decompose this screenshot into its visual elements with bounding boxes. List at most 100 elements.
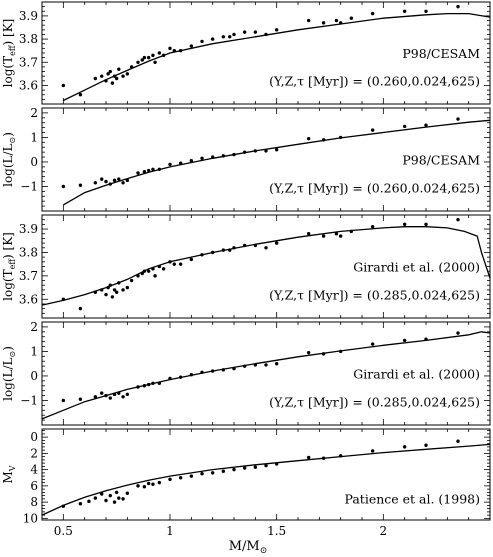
x-tick-label: 1.5 [267, 524, 286, 538]
data-point [121, 74, 125, 78]
data-point [125, 392, 130, 397]
y-tick-label: 1 [30, 130, 38, 144]
y-tick-label: 3.8 [19, 245, 38, 259]
data-point [136, 484, 140, 488]
data-point [424, 9, 428, 13]
data-point [112, 288, 117, 292]
data-point [253, 363, 258, 367]
x-tick-label: 1 [166, 524, 174, 538]
data-point [338, 454, 343, 458]
data-point [114, 490, 119, 495]
data-point [264, 32, 268, 37]
y-axis-label: log(L/L⊙) [1, 346, 17, 401]
data-point [424, 123, 428, 127]
data-point [210, 37, 215, 41]
data-point [104, 393, 108, 398]
data-point [157, 381, 162, 386]
data-point [306, 136, 311, 141]
data-point [221, 35, 226, 39]
y-tick-label: 10 [23, 511, 38, 525]
data-point [117, 67, 121, 71]
data-point [338, 349, 343, 354]
data-point [200, 253, 204, 257]
data-point [108, 283, 112, 287]
data-point [210, 471, 215, 475]
data-point [232, 467, 236, 472]
data-point [228, 35, 232, 39]
data-point [146, 55, 151, 60]
data-point [110, 295, 115, 299]
data-point [114, 290, 119, 294]
data-point [189, 373, 194, 377]
data-point [104, 79, 108, 83]
data-point [370, 128, 375, 132]
y-tick-label: 3.6 [19, 292, 38, 306]
y-axis-label-sub: ⊙ [8, 351, 17, 358]
data-point [121, 288, 125, 292]
data-point [108, 182, 112, 186]
data-point [189, 257, 194, 262]
y-axis-label-sub: eff [8, 258, 17, 270]
data-point [129, 278, 134, 283]
data-point [456, 117, 460, 121]
data-point [125, 285, 130, 290]
data-point [306, 18, 311, 23]
data-point [242, 364, 247, 368]
data-point [146, 168, 151, 173]
data-point [349, 16, 354, 20]
data-point [232, 246, 236, 250]
data-point [146, 481, 151, 486]
y-axis-label-sub: eff [8, 44, 17, 56]
data-point [121, 395, 125, 399]
data-point [424, 443, 428, 447]
data-point [78, 397, 83, 401]
data-point [87, 499, 91, 504]
model-annotation-name: Patience et al. (1998) [345, 492, 481, 507]
data-point [151, 267, 155, 271]
y-axis-label-sub: V [8, 465, 17, 472]
data-point [178, 375, 183, 379]
data-point [112, 392, 117, 397]
data-point [121, 181, 125, 185]
data-point [161, 53, 166, 58]
y-axis-label: MV [1, 465, 17, 483]
data-point [168, 162, 172, 167]
data-point [200, 156, 204, 160]
y-axis-label-tail: ) [K] [1, 19, 15, 46]
data-point [321, 234, 326, 238]
data-point [146, 382, 151, 387]
data-point [61, 83, 66, 88]
data-point [402, 124, 407, 129]
data-point [242, 150, 247, 154]
data-point [221, 154, 226, 158]
data-point [136, 274, 140, 278]
data-point [349, 229, 354, 234]
data-point [151, 381, 155, 386]
y-tick-label: −1 [20, 393, 38, 407]
data-point [78, 502, 83, 506]
y-axis-label-sub: ⊙ [8, 137, 17, 144]
y-axis-label-tail: ) [K] [1, 232, 15, 259]
data-point [264, 363, 268, 367]
data-point [242, 30, 247, 34]
data-point [210, 155, 215, 159]
data-point [100, 177, 104, 181]
y-axis-label-tail: ) [1, 132, 15, 137]
y-axis-label: log(Teff) [K] [1, 232, 17, 301]
y-tick-label: 2 [30, 446, 38, 460]
data-point [274, 241, 279, 245]
data-point [157, 167, 162, 172]
x-tick-label: 0.5 [54, 524, 73, 538]
data-point [106, 285, 110, 290]
y-tick-label: 3.8 [19, 32, 38, 46]
y-axis-label-main: log(L/L [1, 143, 15, 186]
data-point [136, 385, 140, 389]
data-point [200, 471, 204, 476]
data-point [114, 76, 119, 81]
data-point [93, 76, 98, 81]
data-point [140, 271, 144, 276]
data-point [161, 267, 166, 271]
data-point [200, 370, 204, 374]
data-point [151, 482, 155, 486]
